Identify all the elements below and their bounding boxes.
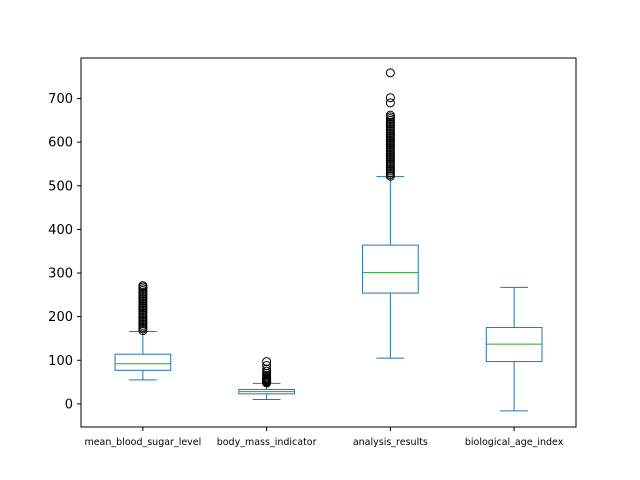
x-tick-label: analysis_results — [353, 437, 428, 448]
outlier-point — [262, 366, 272, 376]
outlier-point — [138, 281, 148, 291]
y-tick-label: 300 — [48, 267, 73, 282]
outlier-point — [262, 357, 272, 367]
box-iqr — [362, 244, 419, 294]
plot-frame — [80, 57, 577, 428]
y-tick-label: 100 — [48, 354, 73, 369]
y-tick-label: 400 — [48, 223, 73, 238]
outlier-point — [385, 98, 395, 108]
outlier-point — [385, 68, 395, 78]
outlier-point — [262, 364, 272, 374]
outlier-point — [385, 110, 395, 120]
y-tick-label: 700 — [48, 92, 73, 107]
y-tick-label: 500 — [48, 179, 73, 194]
x-tick-label: biological_age_index — [465, 437, 564, 448]
y-tick-label: 200 — [48, 310, 73, 325]
x-tick-label: mean_blood_sugar_level — [84, 437, 201, 448]
y-tick-label: 0 — [65, 397, 73, 412]
outlier-point — [262, 361, 272, 370]
box-iqr — [114, 353, 172, 371]
outlier-point — [385, 93, 395, 103]
y-tick-label: 600 — [48, 136, 73, 151]
x-tick-label: body_mass_indicator — [217, 437, 317, 448]
